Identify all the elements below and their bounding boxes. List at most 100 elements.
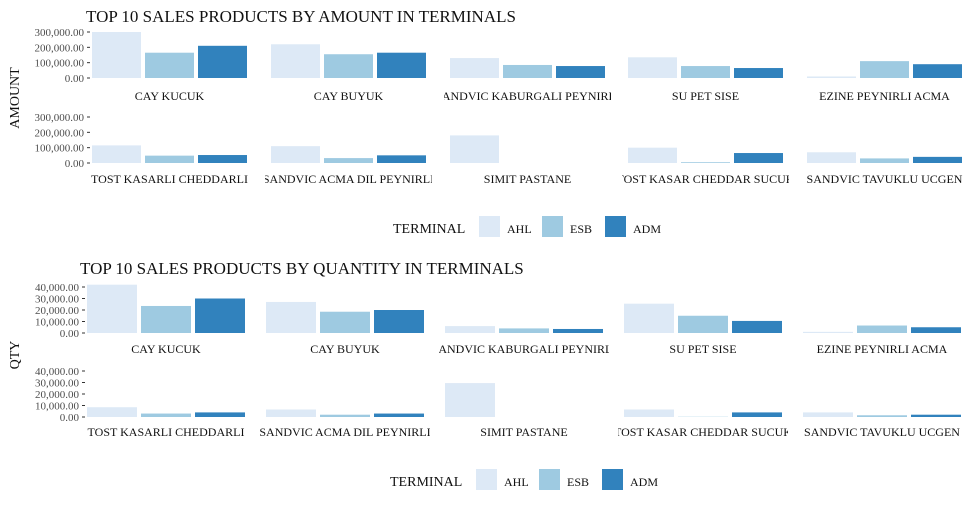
y-tick-label: 0.00 — [65, 73, 85, 85]
bar-esb — [499, 328, 549, 333]
bar-ahl — [445, 326, 495, 333]
bar-ahl — [807, 76, 856, 78]
legend-title: TERMINAL — [393, 222, 465, 237]
chart-title: TOP 10 SALES PRODUCTS BY QUANTITY IN TER… — [80, 259, 524, 278]
category-label: CAY KUCUK — [131, 342, 201, 356]
category-label: SANDVIC ACMA DIL PEYNIRLI — [259, 425, 430, 439]
category-label: SANDVIC KABURGALI PEYNIRLI — [432, 342, 617, 356]
legend-swatch-esb — [542, 216, 563, 237]
legend-label-esb: ESB — [570, 222, 592, 236]
y-tick-label: 0.00 — [60, 328, 80, 340]
category-label: SANDVIC ACMA DIL PEYNIRLI — [263, 172, 434, 186]
bar-adm — [913, 157, 962, 163]
bar-ahl — [271, 146, 320, 163]
y-tick-label: 0.00 — [65, 158, 85, 170]
legend-swatch-ahl — [476, 469, 497, 490]
bar-adm — [374, 414, 424, 417]
y-tick-label: 0.00 — [60, 412, 80, 424]
bar-ahl — [87, 407, 137, 417]
bar-adm — [553, 329, 603, 333]
y-tick-label: 40,000.00 — [35, 282, 80, 294]
bar-esb — [145, 53, 194, 78]
legend: TERMINAL AHL ESB ADM — [393, 216, 661, 237]
bar-adm — [195, 299, 245, 334]
bar-esb — [320, 312, 370, 333]
category-label: SIMIT PASTANE — [484, 172, 571, 186]
category-label: TOST KASARLI CHEDDARLI — [91, 172, 248, 186]
legend-swatch-adm — [605, 216, 626, 237]
bar-ahl — [450, 58, 499, 78]
quantity-chart: TOP 10 SALES PRODUCTS BY QUANTITY IN TER… — [8, 259, 961, 490]
category-label: SANDVIC TAVUKLU UCGEN — [807, 172, 963, 186]
bar-esb — [503, 65, 552, 78]
bar-esb — [860, 158, 909, 163]
bar-adm — [734, 68, 783, 78]
bar-adm — [732, 412, 782, 417]
category-label: SIMIT PASTANE — [480, 425, 567, 439]
y-tick-label: 300,000.00 — [35, 27, 85, 39]
bar-ahl — [445, 383, 495, 417]
category-label: CAY BUYUK — [310, 342, 380, 356]
bar-esb — [678, 316, 728, 333]
bar-adm — [734, 153, 783, 163]
y-tick-label: 10,000.00 — [35, 317, 80, 329]
y-tick-label: 10,000.00 — [35, 401, 80, 413]
bar-adm — [911, 415, 961, 417]
bar-esb — [681, 162, 730, 163]
bar-adm — [913, 64, 962, 78]
y-tick-label: 200,000.00 — [35, 42, 85, 54]
category-label: SU PET SISE — [672, 89, 739, 103]
bar-esb — [320, 415, 370, 417]
category-label: SANDVIC TAVUKLU UCGEN — [804, 425, 960, 439]
bar-ahl — [807, 152, 856, 163]
y-tick-label: 30,000.00 — [35, 378, 80, 390]
y-tick-label: 100,000.00 — [35, 143, 85, 155]
bar-ahl — [92, 145, 141, 163]
category-label: SANDVIC KABURGALI PEYNIRLI — [435, 89, 620, 103]
category-label: CAY BUYUK — [314, 89, 384, 103]
bar-esb — [145, 156, 194, 163]
bar-esb — [141, 306, 191, 333]
legend-swatch-ahl — [479, 216, 500, 237]
bar-ahl — [266, 302, 316, 333]
y-tick-label: 40,000.00 — [35, 366, 80, 378]
bar-esb — [324, 158, 373, 163]
bar-adm — [377, 53, 426, 78]
bar-ahl — [628, 148, 677, 163]
legend-label-esb: ESB — [567, 475, 589, 489]
bar-adm — [374, 310, 424, 333]
category-label: TOST KASARLI CHEDDARLI — [88, 425, 245, 439]
y-tick-label: 200,000.00 — [35, 127, 85, 139]
bar-adm — [556, 66, 605, 78]
bar-esb — [857, 326, 907, 333]
legend-title: TERMINAL — [390, 475, 462, 490]
category-label: CAY KUCUK — [135, 89, 205, 103]
bar-esb — [860, 61, 909, 78]
bar-esb — [324, 54, 373, 78]
legend-label-adm: ADM — [633, 222, 661, 236]
bar-adm — [911, 327, 961, 333]
bar-adm — [377, 155, 426, 163]
bar-adm — [195, 412, 245, 417]
legend-label-ahl: AHL — [504, 475, 529, 489]
bar-ahl — [624, 304, 674, 333]
y-tick-label: 20,000.00 — [35, 389, 80, 401]
chart-title: TOP 10 SALES PRODUCTS BY AMOUNT IN TERMI… — [86, 7, 516, 26]
bar-ahl — [628, 57, 677, 78]
bar-ahl — [87, 285, 137, 333]
amount-chart: TOP 10 SALES PRODUCTS BY AMOUNT IN TERMI… — [8, 7, 963, 237]
y-tick-label: 100,000.00 — [35, 58, 85, 70]
legend-label-ahl: AHL — [507, 222, 532, 236]
y-tick-label: 300,000.00 — [35, 112, 85, 124]
bar-adm — [198, 46, 247, 78]
bar-esb — [681, 66, 730, 78]
legend-swatch-adm — [602, 469, 623, 490]
bar-ahl — [266, 410, 316, 417]
y-axis-label: QTY — [8, 341, 23, 370]
category-label: TOST KASAR CHEDDAR SUCUK — [614, 425, 792, 439]
bar-ahl — [803, 412, 853, 417]
y-tick-label: 30,000.00 — [35, 294, 80, 306]
